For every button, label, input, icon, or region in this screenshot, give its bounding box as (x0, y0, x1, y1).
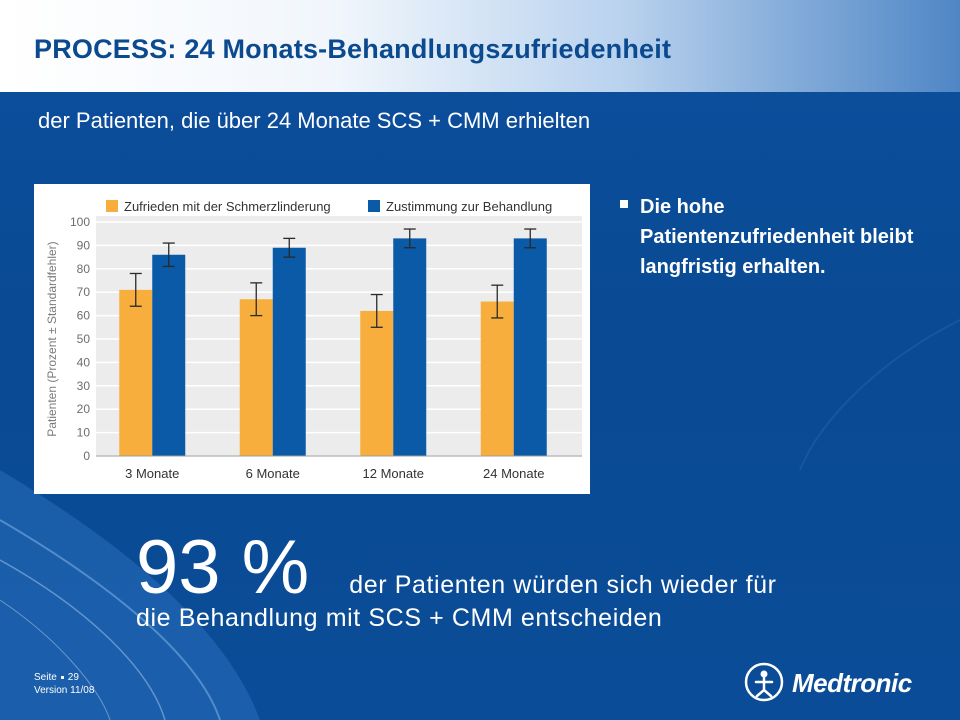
footer-version: Version 11/08 (34, 685, 95, 696)
bullet-square-icon (620, 200, 628, 208)
legend-label: Zufrieden mit der Schmerzlinderung (124, 199, 331, 214)
legend-swatch (106, 200, 118, 212)
y-tick-label: 60 (77, 309, 91, 323)
stat-text-line2: die Behandlung mit SCS + CMM entscheiden (136, 604, 663, 632)
y-axis-label: Patienten (Prozent ± Standardfehler) (45, 241, 59, 436)
bar (119, 289, 153, 456)
x-tick-label: 3 Monate (125, 466, 179, 481)
y-tick-label: 0 (83, 449, 90, 463)
x-tick-label: 12 Monate (363, 466, 424, 481)
x-tick-label: 24 Monate (483, 466, 544, 481)
medtronic-logo: Medtronic (742, 660, 942, 704)
stat-line: 93 % der Patienten würden sich wieder für (136, 524, 936, 611)
bar (480, 301, 514, 456)
y-tick-label: 40 (77, 355, 91, 369)
bar (360, 310, 394, 456)
slide-title: PROCESS: 24 Monats-Behandlungszufriedenh… (34, 34, 672, 64)
stat-text-line1: der Patienten würden sich wieder für (349, 571, 777, 599)
footer-page-number: 29 (67, 672, 79, 683)
bar (152, 254, 186, 456)
bar-chart: 0 10 20 30 40 50 60 70 80 90 100 Patienten (Prozent… (34, 184, 590, 494)
footer-page-label: Seite (34, 672, 57, 683)
medtronic-logo-icon (744, 662, 784, 702)
y-tick-label: 20 (77, 402, 91, 416)
y-tick-label: 100 (70, 215, 90, 229)
bar (239, 299, 273, 456)
legend-label: Zustimmung zur Behandlung (386, 199, 552, 214)
y-tick-label: 80 (77, 262, 91, 276)
bullet-text: Die hohe Patientenzufriedenheit bleibt l… (640, 196, 914, 278)
bar (513, 238, 547, 456)
y-tick-label: 90 (77, 238, 91, 252)
bullet-item: Die hohe Patientenzufriedenheit bleibt l… (618, 192, 938, 282)
legend-swatch (368, 200, 380, 212)
y-tick-label: 30 (77, 379, 91, 393)
logo-brand-text: Medtronic (792, 668, 912, 698)
bar-chart-svg: 0 10 20 30 40 50 60 70 80 90 100 Patienten (Prozent… (34, 184, 590, 494)
x-tick-label: 6 Monate (246, 466, 300, 481)
y-tick-label: 70 (77, 285, 91, 299)
bar (272, 247, 306, 456)
footer: Seite 29 Version 11/08 (34, 671, 94, 697)
y-tick-label: 10 (77, 426, 91, 440)
bar (393, 238, 427, 456)
header-band (0, 0, 960, 92)
slide-subtitle: der Patienten, die über 24 Monate SCS + … (38, 108, 591, 133)
footer-page: Seite 29 (34, 671, 94, 684)
y-tick-label: 50 (77, 332, 91, 346)
bullet-list: Die hohe Patientenzufriedenheit bleibt l… (618, 192, 938, 282)
stat-value: 93 % (136, 525, 310, 610)
